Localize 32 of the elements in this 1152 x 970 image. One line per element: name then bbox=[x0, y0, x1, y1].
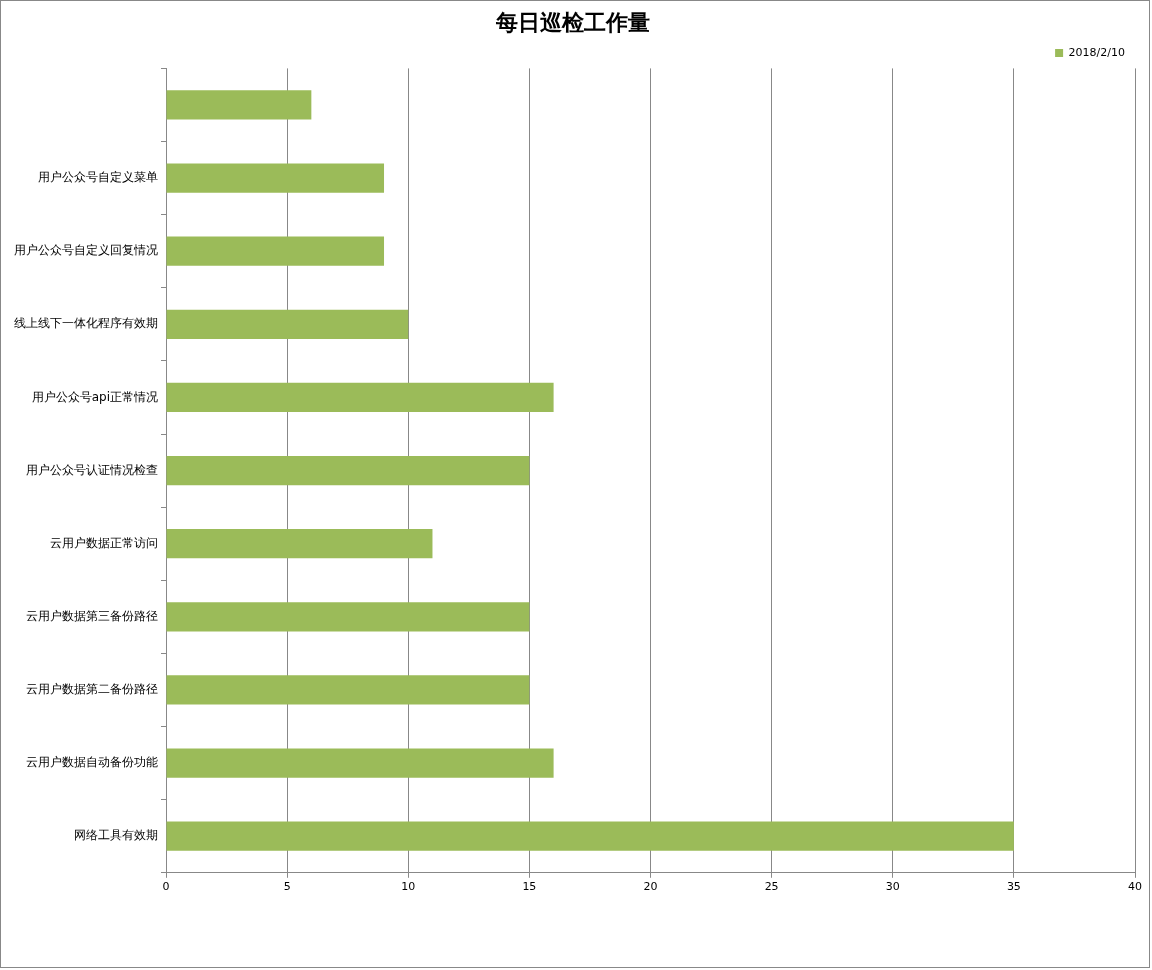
y-tick-label: 网络工具有效期 bbox=[74, 828, 158, 843]
x-tick-label: 20 bbox=[643, 880, 658, 894]
bar bbox=[166, 821, 1014, 851]
y-tick-label: 线上线下一体化程序有效期 bbox=[14, 316, 158, 331]
y-tick-label: 云用户数据自动备份功能 bbox=[26, 755, 158, 770]
y-tick-label: 云用户数据第二备份路径 bbox=[26, 682, 158, 697]
x-tick-label: 10 bbox=[401, 880, 416, 894]
bar bbox=[166, 236, 385, 266]
y-tick-label: 用户公众号api正常情况 bbox=[31, 389, 158, 404]
bar bbox=[166, 748, 554, 778]
x-tick-label: 40 bbox=[1128, 880, 1142, 894]
y-tick-label: 用户公众号自定义菜单 bbox=[38, 170, 158, 185]
bar bbox=[166, 455, 530, 486]
bar bbox=[166, 529, 433, 559]
bar bbox=[166, 382, 554, 413]
x-tick-label: 35 bbox=[1006, 880, 1021, 894]
y-tick-label: 云用户数据正常访问 bbox=[50, 535, 158, 550]
legend-label: 2018/2/10 bbox=[1068, 45, 1125, 59]
x-tick-label: 15 bbox=[522, 880, 537, 894]
y-tick-label: 云用户数据第三备份路径 bbox=[26, 608, 158, 623]
chart-title: 每日巡检工作量 bbox=[495, 9, 650, 35]
bar bbox=[166, 163, 385, 193]
bar bbox=[166, 90, 312, 120]
x-tick-label: 5 bbox=[283, 880, 291, 894]
bar bbox=[166, 309, 409, 339]
y-tick-label: 用户公众号认证情况检查 bbox=[26, 462, 158, 477]
bar bbox=[166, 675, 530, 705]
x-tick-label: 30 bbox=[885, 880, 900, 894]
x-tick-label: 25 bbox=[764, 880, 779, 894]
y-tick-label: 用户公众号自定义回复情况 bbox=[14, 243, 158, 258]
bar bbox=[166, 602, 530, 632]
x-tick-label: 0 bbox=[162, 880, 170, 894]
